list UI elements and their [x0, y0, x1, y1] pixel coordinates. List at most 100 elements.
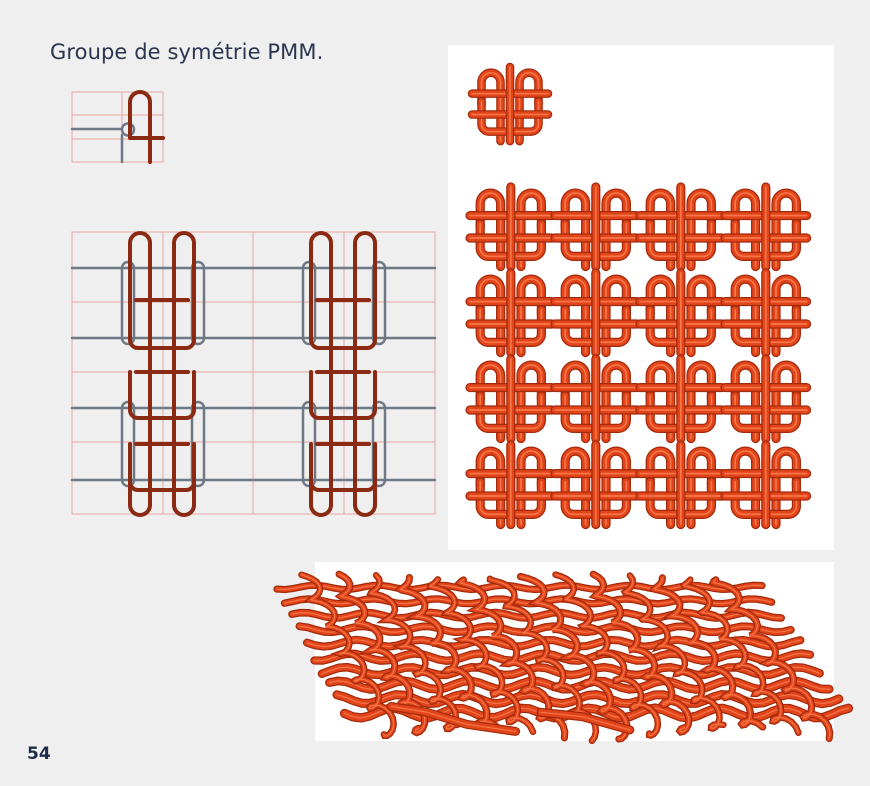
- warp-rope-shine: [338, 573, 426, 734]
- rope-strand-shine: [775, 278, 798, 354]
- rope-strand-shine: [480, 71, 502, 142]
- rope-tile: [467, 62, 553, 146]
- rope-strand-shine: [690, 450, 713, 526]
- strand-right: [172, 231, 196, 507]
- rope-tile: [720, 354, 812, 444]
- rope-tile: [720, 440, 812, 530]
- rope-tile: [550, 268, 642, 358]
- guide-loop: [301, 260, 317, 346]
- rope-strand-shine: [518, 71, 540, 142]
- strand-loop: [309, 298, 377, 350]
- rope-tile: [465, 182, 557, 272]
- rope-strand-shine: [564, 450, 587, 526]
- rope-strand-shine: [734, 192, 757, 268]
- guide-loop: [190, 260, 206, 346]
- rope-strand-shine: [479, 364, 502, 440]
- rope-strand-shine: [605, 450, 628, 526]
- rope-strand-shine: [690, 278, 713, 354]
- tiling-render-panel: [448, 45, 834, 550]
- strand-bottom: [172, 478, 196, 517]
- rope-tile: [550, 440, 642, 530]
- guide-loop: [120, 400, 136, 488]
- rope-strand-shine: [775, 192, 798, 268]
- rope-strand-shine: [775, 450, 798, 526]
- warp-rope-shine: [399, 576, 498, 728]
- rope-tile: [465, 440, 557, 530]
- rope-tile: [635, 354, 727, 444]
- rope-strand-shine: [605, 278, 628, 354]
- warp-rope-shine: [519, 575, 628, 740]
- motif-guide: [70, 122, 136, 164]
- rope-tile: [720, 268, 812, 358]
- strand-right: [353, 231, 377, 507]
- rope-strand-shine: [479, 450, 502, 526]
- rope-strand-shine: [734, 278, 757, 354]
- rope-grid: [465, 182, 812, 530]
- rope-tile: [635, 182, 727, 272]
- guide-loop: [301, 400, 317, 488]
- strand-loop: [309, 442, 377, 492]
- rope-strand-shine: [520, 450, 543, 526]
- strand-left: [309, 231, 333, 507]
- strand-loop: [128, 442, 196, 492]
- fabric-3d-render-panel: [273, 562, 854, 745]
- rope-strand-shine: [564, 192, 587, 268]
- rope-tile: [550, 182, 642, 272]
- weft-rope-shine: [328, 680, 830, 691]
- warp-rope-shine: [370, 574, 458, 730]
- strand-bottom: [353, 478, 377, 517]
- rope-strand-shine: [649, 278, 672, 354]
- rope-strand-shine: [479, 192, 502, 268]
- warp-rope-shine: [554, 574, 659, 737]
- warp-rope-shine: [653, 577, 764, 728]
- strand-loop: [309, 370, 377, 420]
- weft-rope-shine: [306, 639, 801, 648]
- rope-strand-shine: [520, 364, 543, 440]
- rope-strand-shine: [479, 278, 502, 354]
- loose-end-shine: [390, 705, 517, 732]
- tiling-guides: [70, 260, 437, 488]
- rope-strand-shine: [520, 192, 543, 268]
- rope-strand-shine: [649, 192, 672, 268]
- rope-strand-shine: [734, 364, 757, 440]
- rope-strand-shine: [734, 450, 757, 526]
- strand-bottom: [128, 478, 152, 517]
- loose-end-shine: [540, 711, 631, 731]
- warp-rope-shine: [300, 574, 395, 737]
- woven-fabric-render: [273, 570, 854, 745]
- strand-left: [128, 231, 152, 507]
- guide-loop: [120, 260, 136, 346]
- rope-strand-shine: [690, 192, 713, 268]
- rope-strand-shine: [775, 364, 798, 440]
- rope-strand-shine: [649, 450, 672, 526]
- warp-rope-shine: [429, 578, 534, 733]
- tiling-grid: [71, 231, 436, 515]
- warp-rope-shine: [683, 579, 799, 734]
- guide-loop: [371, 400, 387, 488]
- grid-border: [71, 231, 436, 515]
- tiling-strands: [128, 231, 377, 517]
- warp-rope-shine: [592, 573, 690, 733]
- rope-tile: [550, 354, 642, 444]
- weft-rope-shine: [336, 693, 840, 705]
- motif-strand: [128, 90, 165, 164]
- rope-tile: [465, 268, 557, 358]
- rope-strand-shine: [649, 364, 672, 440]
- rope-strand-shine: [605, 192, 628, 268]
- rope-strand-shine: [564, 364, 587, 440]
- weft-rope-shine: [343, 707, 849, 719]
- rope-tile: [635, 268, 727, 358]
- weft-rope-shine: [298, 625, 792, 633]
- rope-strand-shine: [520, 278, 543, 354]
- rope-tile: [635, 440, 727, 530]
- rope-tile: [465, 354, 557, 444]
- page-title: Groupe de symétrie PMM.: [50, 40, 324, 64]
- page-number: 54: [27, 744, 51, 764]
- rope-strand-shine: [564, 278, 587, 354]
- strand-loop: [128, 298, 196, 350]
- guide-loop: [190, 400, 206, 488]
- warp-rope-shine: [712, 579, 831, 740]
- rope-strand-shine: [690, 364, 713, 440]
- warp-rope-shine: [624, 575, 724, 730]
- motif-grid: [71, 91, 164, 163]
